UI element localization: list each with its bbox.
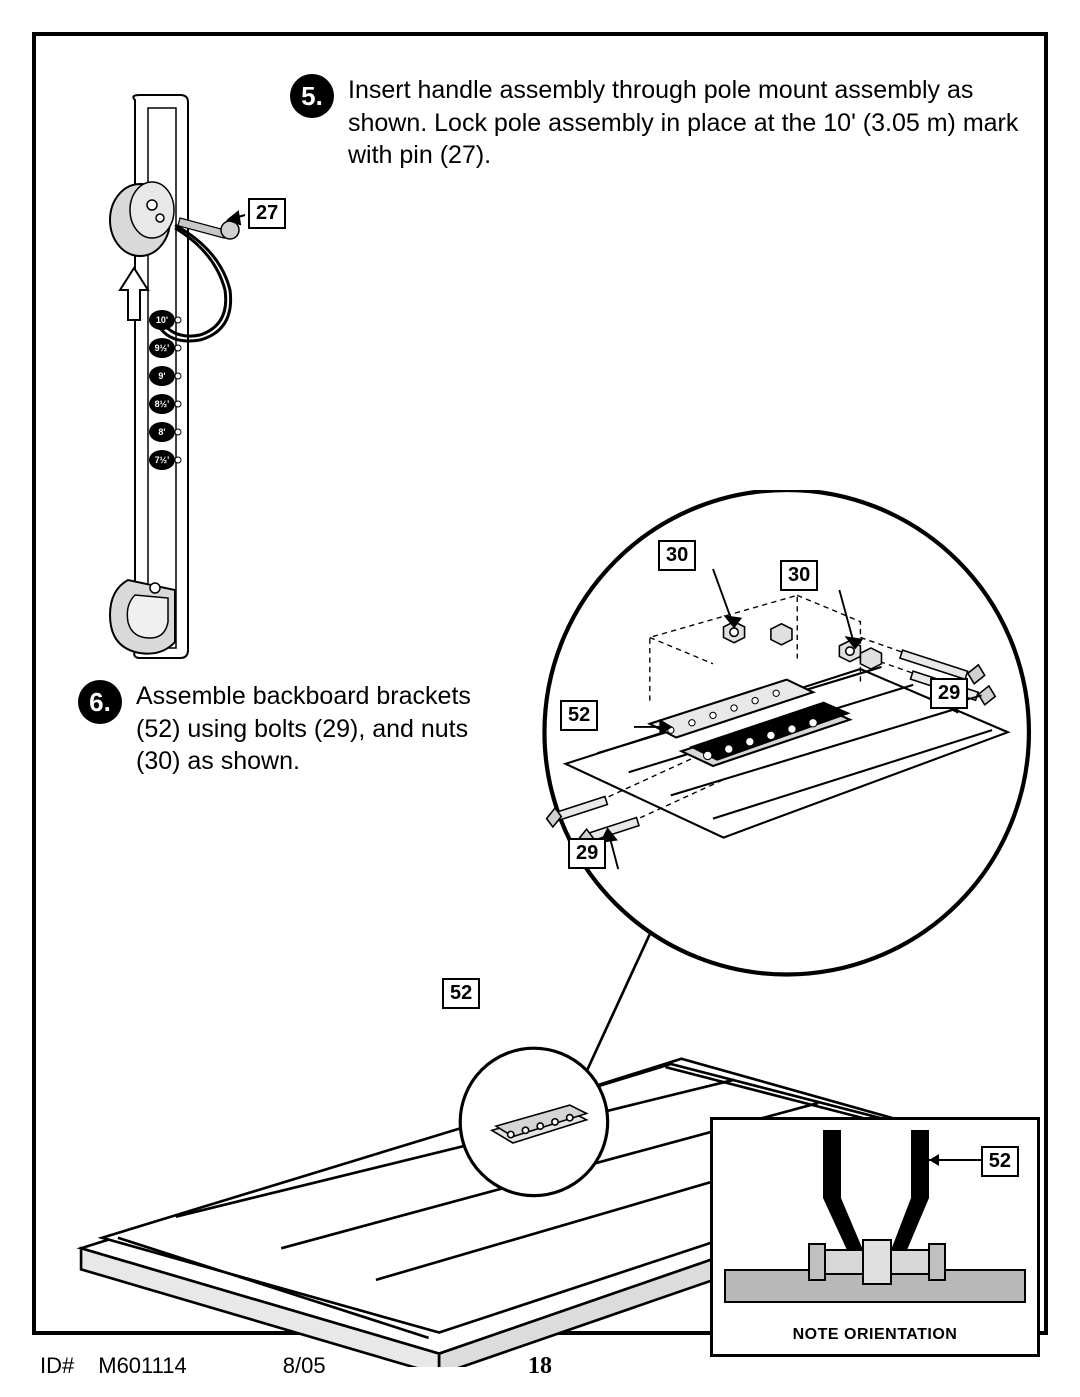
step5-text: Insert handle assembly through pole moun… — [348, 74, 1020, 172]
backboard-diagram: 30 30 29 29 52 52 52 NOTE ORIENTAT — [60, 490, 1050, 1367]
note-orientation-box: 52 NOTE ORIENTATION — [710, 1117, 1040, 1357]
page-footer: ID# M601114 8/05 18 — [40, 1353, 1040, 1379]
svg-text:8': 8' — [158, 427, 165, 437]
callout-52b: 52 — [442, 978, 480, 1009]
note-orientation-caption: NOTE ORIENTATION — [713, 1320, 1037, 1354]
footer-date: 8/05 — [283, 1353, 326, 1379]
svg-text:10': 10' — [156, 315, 168, 325]
callout-52a: 52 — [560, 700, 598, 731]
svg-text:9½': 9½' — [155, 343, 170, 353]
footer-page-number: 18 — [528, 1353, 552, 1380]
step5-number: 5. — [290, 74, 334, 118]
svg-text:7½': 7½' — [155, 455, 170, 465]
callout-27: 27 — [248, 198, 286, 229]
step5-block: 5. Insert handle assembly through pole m… — [290, 74, 1020, 172]
callout-30a: 30 — [658, 540, 696, 571]
callout-30b: 30 — [780, 560, 818, 591]
svg-text:9': 9' — [158, 371, 165, 381]
footer-id-label: ID# — [40, 1353, 74, 1379]
note-callout-52: 52 — [981, 1146, 1019, 1177]
callout-29b: 29 — [568, 838, 606, 869]
footer-id-value: M601114 — [98, 1353, 186, 1379]
svg-text:8½': 8½' — [155, 399, 170, 409]
callout-29a: 29 — [930, 678, 968, 709]
